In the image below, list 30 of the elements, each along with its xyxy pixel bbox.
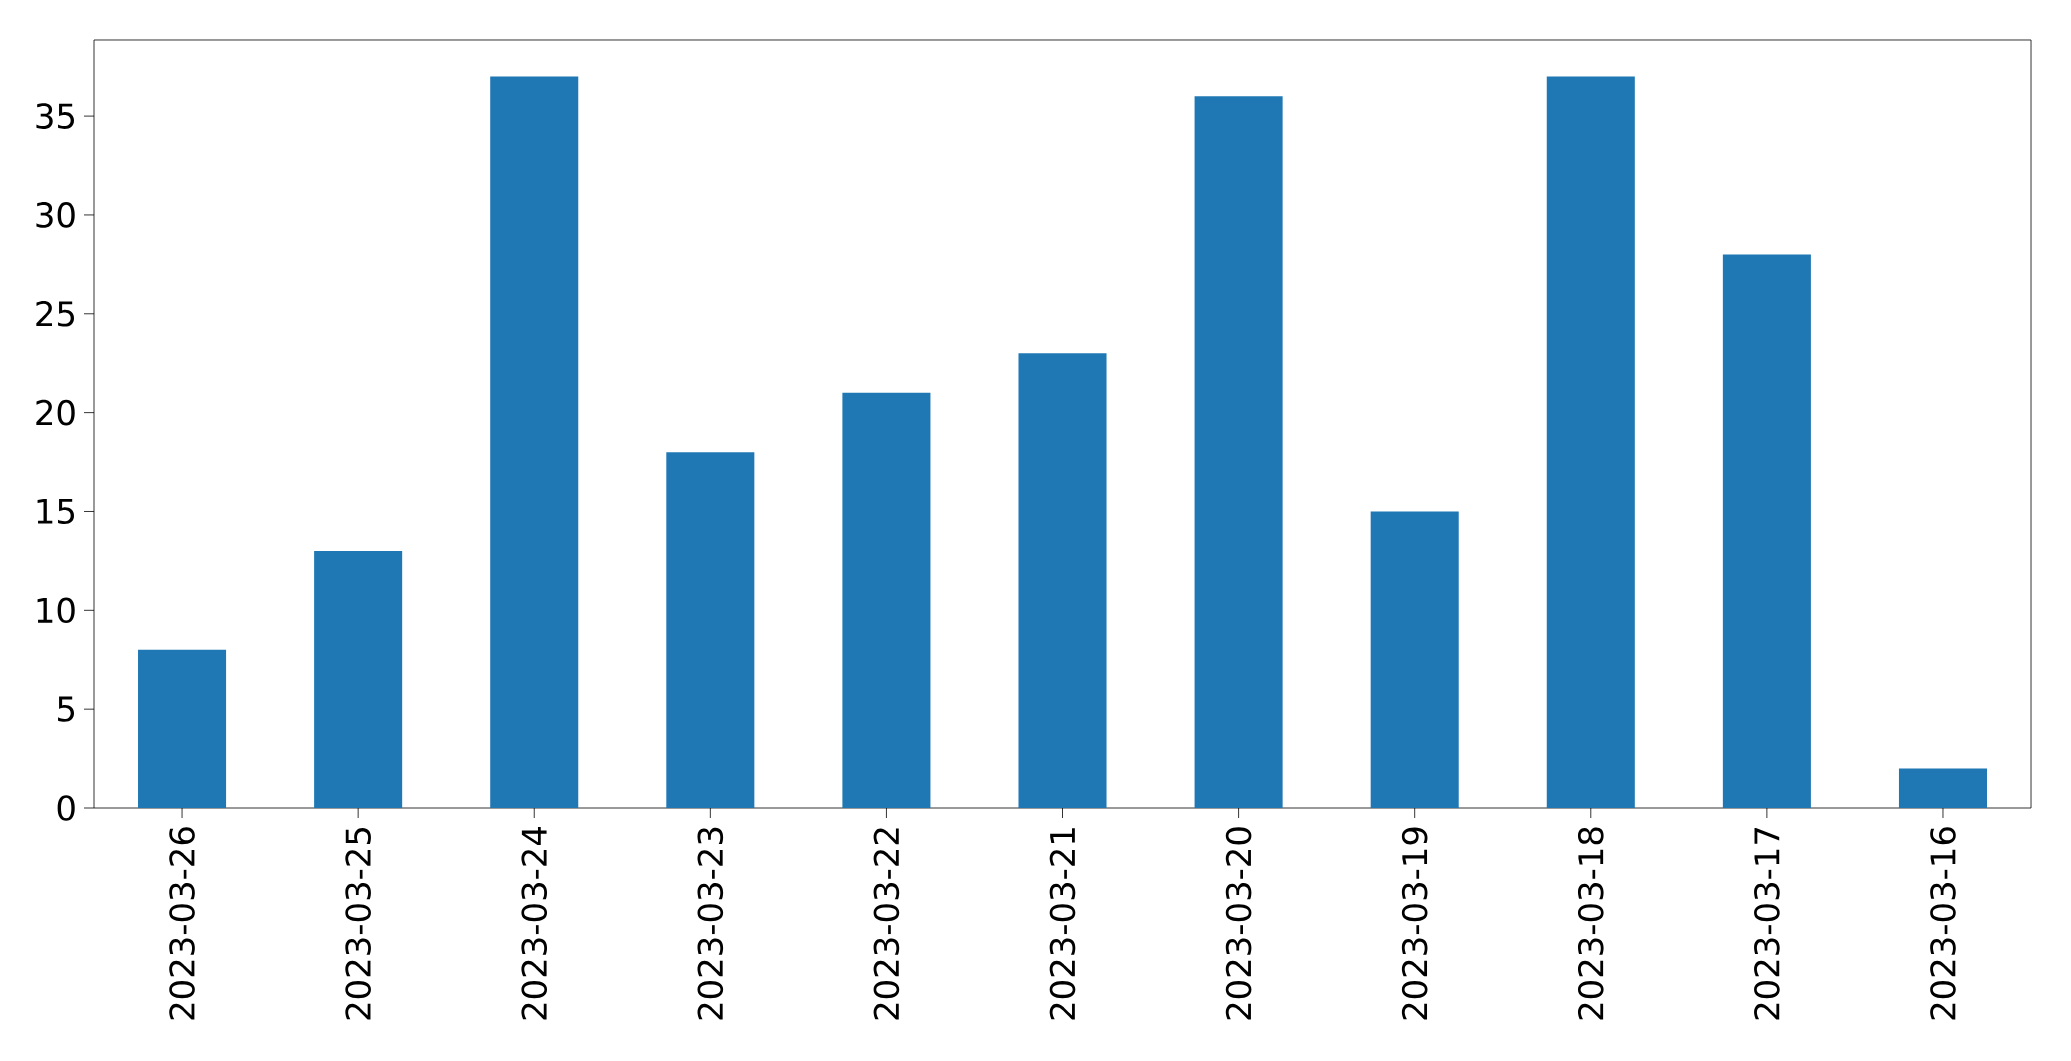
x-tick-label: 2023-03-17	[1754, 827, 1780, 1020]
x-tick-label: 2023-03-18	[1577, 827, 1604, 1020]
x-tick-label: 2023-03-20	[1225, 827, 1252, 1020]
bar	[138, 649, 227, 808]
x-tick-label: 2023-03-26	[169, 827, 195, 1020]
x-tick-label: 2023-03-16	[1930, 827, 1956, 1020]
x-tick-label: 2023-03-25	[345, 828, 371, 1020]
bar	[1370, 511, 1459, 808]
y-tick-label: 30	[36, 202, 75, 228]
y-tick-label: 25	[36, 300, 74, 327]
bar	[1722, 254, 1811, 808]
bar	[1898, 768, 1987, 808]
bar	[842, 392, 931, 808]
x-tick-label: 2023-03-21	[1049, 828, 1076, 1020]
bar	[1194, 96, 1283, 808]
y-tick-label: 0	[57, 795, 75, 821]
x-tick-label: 2023-03-19	[1401, 827, 1428, 1020]
bar	[490, 76, 579, 808]
y-tick-label: 15	[37, 498, 74, 525]
x-tick-label: 2023-03-22	[873, 828, 900, 1020]
bar	[314, 551, 403, 808]
x-tick-label: 2023-03-23	[697, 827, 724, 1020]
x-tick-label: 2023-03-24	[521, 826, 548, 1020]
bar	[666, 452, 755, 808]
y-tick-label: 5	[58, 696, 75, 722]
bar	[1546, 76, 1635, 808]
y-tick-label: 10	[37, 597, 75, 624]
y-tick-label: 20	[36, 399, 75, 426]
bar	[1018, 353, 1107, 808]
y-tick-label: 35	[36, 103, 74, 129]
